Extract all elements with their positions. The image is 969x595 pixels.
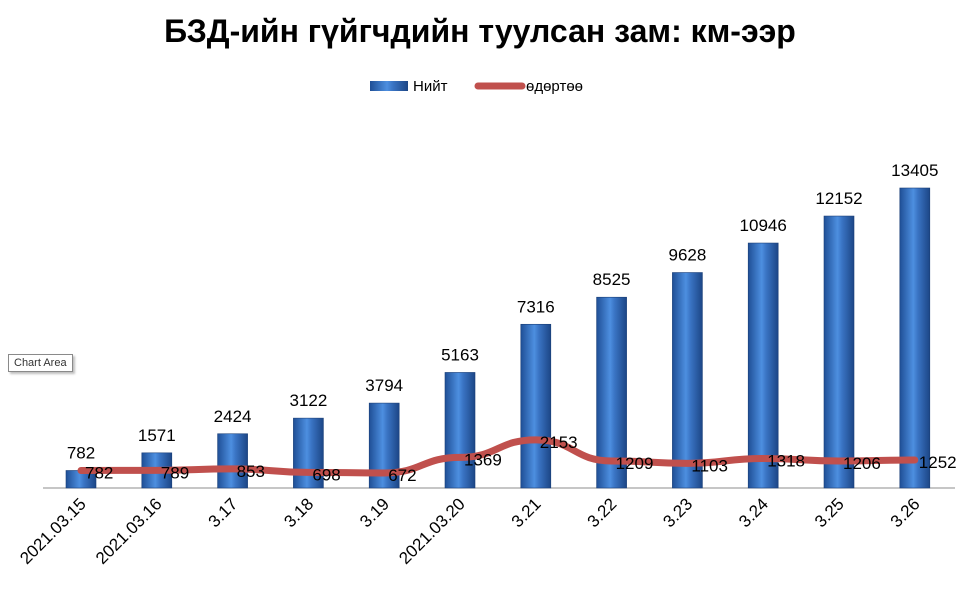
bar-10 xyxy=(747,242,779,489)
line-label-12: 1252 xyxy=(919,453,957,472)
line-label-3: 853 xyxy=(237,462,265,481)
x-tick-1: 2021.03.15 xyxy=(16,494,90,568)
x-axis-ticks: 2021.03.15 2021.03.16 3.17 3.18 3.19 2021.03.… xyxy=(16,494,923,568)
bar-label-7: 7316 xyxy=(517,297,555,316)
bar-label-8: 8525 xyxy=(593,270,631,289)
bar-12 xyxy=(899,187,931,489)
line-label-7: 2153 xyxy=(540,433,578,452)
x-tick-7: 3.21 xyxy=(508,494,545,531)
line-label-6: 1369 xyxy=(464,450,502,469)
x-tick-4: 3.18 xyxy=(280,494,317,531)
bar-label-3: 2424 xyxy=(214,407,252,426)
legend-swatch-bar xyxy=(370,81,408,91)
x-tick-6: 2021.03.20 xyxy=(395,494,469,568)
bar-11 xyxy=(823,215,855,489)
bar-label-11: 12152 xyxy=(815,189,862,208)
bar-8 xyxy=(596,296,627,489)
chart-area-tooltip: Chart Area xyxy=(8,354,73,372)
bar-label-6: 5163 xyxy=(441,345,479,364)
bar-series xyxy=(65,187,931,489)
line-label-1: 782 xyxy=(85,463,113,482)
bar-3 xyxy=(217,433,248,489)
legend-label-total: Нийт xyxy=(413,78,448,95)
bar-label-12: 13405 xyxy=(891,161,938,180)
bar-label-10: 10946 xyxy=(740,216,787,235)
x-tick-11: 3.25 xyxy=(811,494,848,531)
bar-label-1: 782 xyxy=(67,443,95,462)
x-tick-10: 3.24 xyxy=(735,494,772,531)
legend-label-daily: өдөртөө xyxy=(526,78,583,95)
line-data-labels: 782 789 853 698 672 1369 2153 1209 1103 1318 1206 1… xyxy=(85,433,957,485)
line-label-5: 672 xyxy=(388,466,416,485)
line-label-10: 1318 xyxy=(767,452,805,471)
line-label-4: 698 xyxy=(312,465,340,484)
x-tick-3: 3.17 xyxy=(205,494,242,531)
bar-data-labels: 782 1571 2424 3122 3794 5163 7316 8525 9628 10946… xyxy=(67,161,939,462)
chart-legend: Нийт өдөртөө xyxy=(370,78,583,95)
bar-label-9: 9628 xyxy=(668,246,706,265)
bar-label-4: 3122 xyxy=(289,391,327,410)
bar-6 xyxy=(444,372,476,489)
daily-line xyxy=(77,436,919,477)
bar-label-5: 3794 xyxy=(365,376,403,395)
x-tick-8: 3.22 xyxy=(584,494,621,531)
x-tick-5: 3.19 xyxy=(356,494,393,531)
bar-4 xyxy=(293,417,324,489)
bar-label-2: 1571 xyxy=(138,426,176,445)
chart-title: БЗД-ийн гүйгчдийн туулсан зам: км-ээр xyxy=(164,13,796,49)
bar-7 xyxy=(520,323,552,489)
line-label-2: 789 xyxy=(161,463,189,482)
line-series xyxy=(77,436,919,477)
bar-9 xyxy=(672,272,703,489)
x-tick-12: 3.26 xyxy=(887,494,924,531)
line-label-8: 1209 xyxy=(616,454,654,473)
x-tick-9: 3.23 xyxy=(659,494,696,531)
x-tick-2: 2021.03.16 xyxy=(92,494,166,568)
line-label-11: 1206 xyxy=(843,454,881,473)
line-label-9: 1103 xyxy=(691,456,728,475)
